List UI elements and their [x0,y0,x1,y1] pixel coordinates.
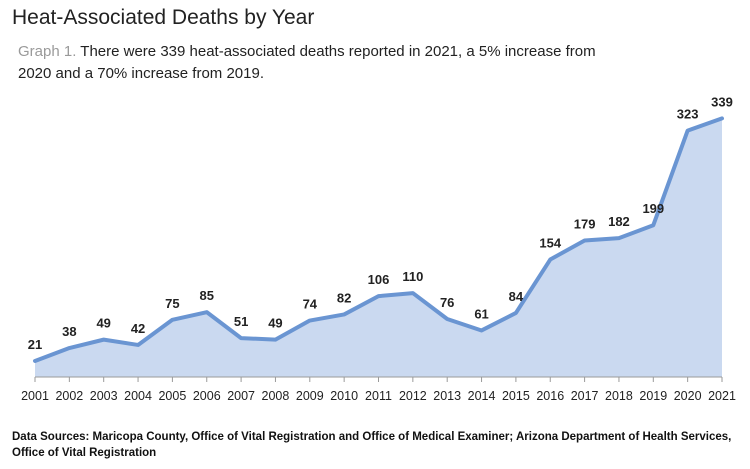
data-label: 323 [677,107,699,122]
x-tick-label: 2010 [330,389,358,403]
x-tick-label: 2021 [708,389,736,403]
x-tick-label: 2017 [571,389,599,403]
data-label: 21 [28,337,42,352]
data-label: 339 [711,94,733,109]
x-tick-label: 2008 [262,389,290,403]
data-label: 85 [200,288,214,303]
x-tick-label: 2016 [536,389,564,403]
data-label: 110 [402,269,423,284]
data-label: 76 [440,295,454,310]
x-tick-label: 2002 [55,389,83,403]
data-label: 82 [337,290,351,305]
data-label: 75 [165,296,179,311]
data-label: 38 [62,324,76,339]
data-label: 179 [574,216,596,231]
data-label: 199 [642,201,664,216]
x-tick-label: 2014 [468,389,496,403]
x-tick-label: 2019 [639,389,667,403]
data-label: 154 [539,236,561,251]
chart-subtitle: Graph 1. There were 339 heat-associated … [18,41,618,85]
x-tick-label: 2020 [674,389,702,403]
data-label: 106 [368,272,390,287]
data-label: 49 [96,316,110,331]
subtitle-prefix: Graph 1. [18,43,77,60]
x-tick-label: 2011 [365,389,392,403]
x-tick-label: 2007 [227,389,255,403]
chart-title: Heat-Associated Deaths by Year [12,6,315,29]
x-tick-label: 2001 [21,389,49,403]
x-tick-label: 2013 [433,389,461,403]
data-label: 84 [509,289,524,304]
data-label: 182 [608,214,630,229]
x-tick-label: 2015 [502,389,530,403]
data-source-note: Data Sources: Maricopa County, Office of… [12,431,732,459]
series-line [33,116,724,363]
data-label: 42 [131,321,145,336]
data-label: 49 [268,316,282,331]
data-label: 61 [474,306,488,321]
x-tick-label: 2004 [124,389,152,403]
subtitle-text: There were 339 heat-associated deaths re… [18,43,596,82]
x-tick-label: 2018 [605,389,633,403]
x-tick-label: 2006 [193,389,221,403]
area-fill [35,118,722,378]
x-tick-label: 2009 [296,389,324,403]
data-label: 74 [303,297,318,312]
x-tick-label: 2012 [399,389,427,403]
x-tick-label: 2003 [90,389,118,403]
data-label: 51 [234,314,248,329]
x-tick-label: 2005 [158,389,186,403]
